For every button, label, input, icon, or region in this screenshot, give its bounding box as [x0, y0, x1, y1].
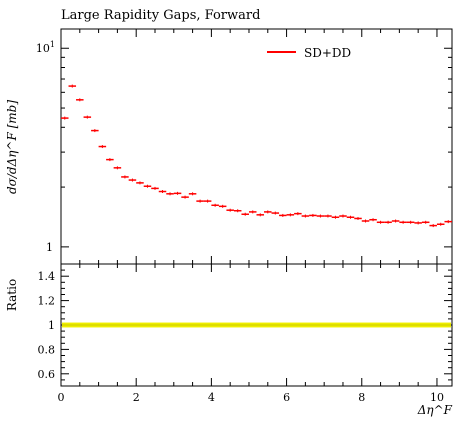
ratio-tick-label: 1.4 — [38, 270, 56, 283]
x-tick-label: 6 — [283, 391, 290, 404]
x-axis-label: Δη^F — [417, 403, 453, 417]
y-tick-label-exponent: 1 — [50, 40, 55, 49]
x-tick-label: 2 — [133, 391, 140, 404]
ratio-tick-label: 1.2 — [38, 295, 56, 308]
ratio-axis-label: Ratio — [5, 279, 19, 311]
ratio-tick-label: 0.6 — [38, 368, 56, 381]
y-tick-label-10: 101 — [36, 40, 55, 55]
ratio-tick-label: 0.8 — [38, 343, 56, 356]
x-tick-label: 0 — [58, 391, 65, 404]
x-tick-label: 8 — [358, 391, 365, 404]
ratio-tick-label: 1 — [48, 319, 55, 332]
legend-label-sd-dd: SD+DD — [304, 46, 351, 60]
main-frame — [60, 28, 453, 265]
ratio-label-group: Ratio — [5, 279, 19, 311]
y-axis-label-group: dσ/dΔη^F [mb] — [5, 100, 19, 194]
x-tick-label: 10 — [430, 391, 444, 404]
y-axis-label: dσ/dΔη^F [mb] — [5, 100, 19, 194]
x-tick-label: 4 — [208, 391, 215, 404]
legend: SD+DD — [267, 46, 351, 60]
chart-title: Large Rapidity Gaps, Forward — [61, 8, 260, 23]
ratio-panel: 0 2 4 6 8 10 1.4 1.2 1 0.8 0.6 — [38, 263, 453, 404]
y-tick-label-1: 1 — [46, 241, 53, 254]
